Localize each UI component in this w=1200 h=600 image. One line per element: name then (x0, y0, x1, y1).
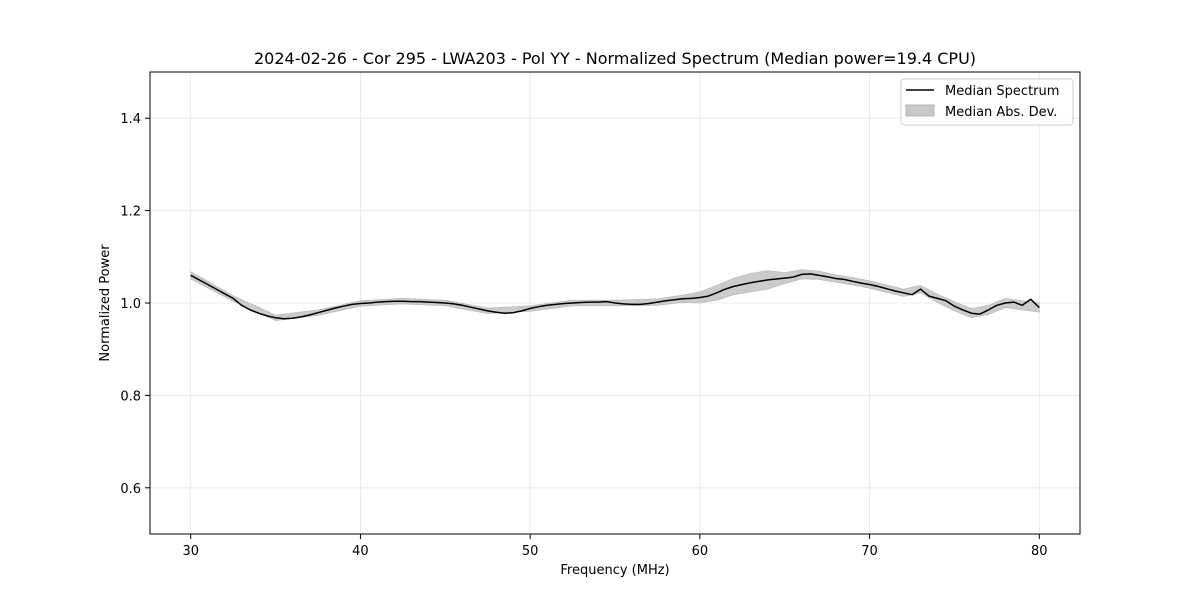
chart-title: 2024-02-26 - Cor 295 - LWA203 - Pol YY -… (254, 49, 976, 68)
median-line-layer (190, 273, 1040, 320)
y-tick-label: 1.0 (120, 297, 141, 312)
y-tick-label: 0.6 (120, 482, 141, 497)
x-tick-label: 70 (861, 544, 878, 559)
x-tick-label: 30 (182, 544, 199, 559)
x-tick-label: 40 (352, 544, 369, 559)
x-tick-label: 50 (522, 544, 539, 559)
x-tick-label: 60 (692, 544, 709, 559)
y-tick-label: 0.8 (120, 389, 141, 404)
mad-band-layer (190, 269, 1040, 321)
x-axis-label: Frequency (MHz) (560, 563, 669, 578)
legend-band-swatch (905, 104, 935, 117)
y-tick-label: 1.4 (120, 112, 141, 127)
y-axis-ticks: 0.6 0.8 1.0 1.2 1.4 (120, 112, 150, 497)
median-spectrum-line (190, 273, 1040, 320)
mad-band (190, 269, 1040, 321)
legend: Median Spectrum Median Abs. Dev. (900, 78, 1074, 126)
y-tick-label: 1.2 (120, 205, 141, 220)
legend-box (900, 78, 1074, 126)
legend-label-median-spectrum: Median Spectrum (945, 84, 1059, 99)
x-tick-label: 80 (1031, 544, 1048, 559)
x-axis-ticks: 30 40 50 60 70 80 (182, 534, 1048, 559)
legend-label-mad: Median Abs. Dev. (945, 105, 1057, 120)
y-axis-label: Normalized Power (98, 244, 113, 362)
